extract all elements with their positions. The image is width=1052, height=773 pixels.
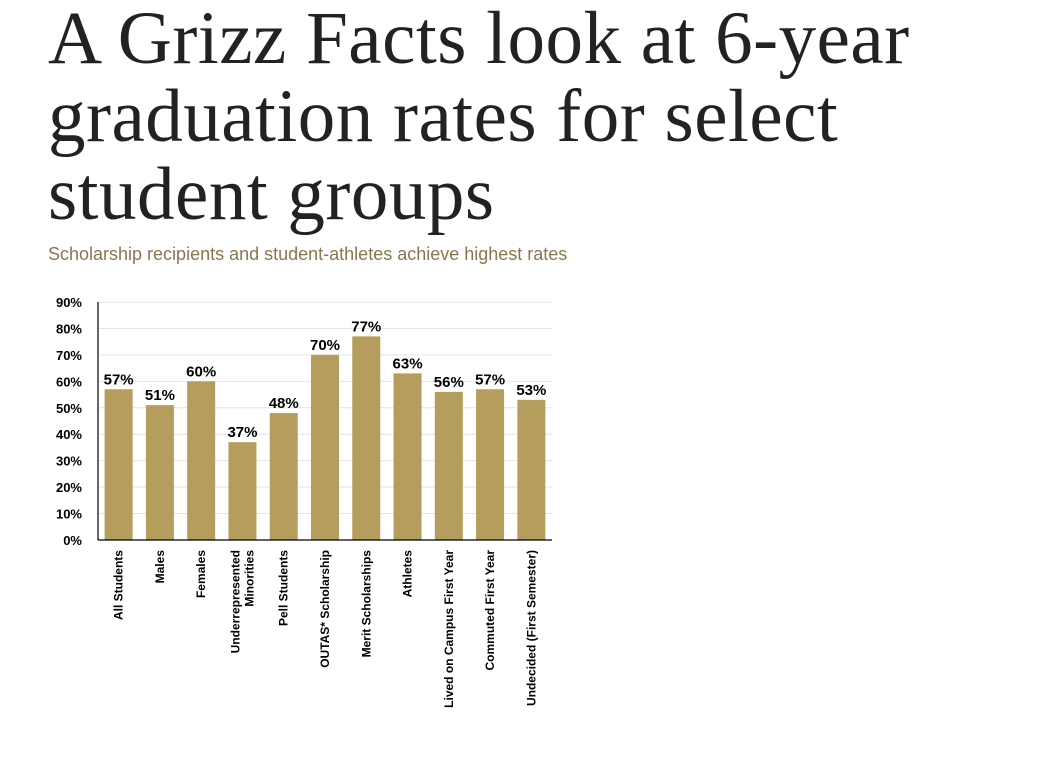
x-tick-label: Merit Scholarships bbox=[359, 550, 373, 658]
data-label: 57% bbox=[104, 371, 134, 388]
y-tick-label: 80% bbox=[56, 321, 82, 336]
bar bbox=[517, 399, 546, 540]
bar bbox=[393, 373, 422, 540]
bar bbox=[145, 405, 174, 540]
data-label: 48% bbox=[269, 395, 299, 412]
data-label: 51% bbox=[145, 387, 175, 404]
data-label: 37% bbox=[227, 424, 257, 441]
x-tick-label: Minorities bbox=[242, 550, 256, 607]
bar bbox=[352, 336, 381, 540]
x-tick-label: Undecided (First Semester) bbox=[524, 550, 538, 706]
y-tick-label: 60% bbox=[56, 374, 82, 389]
bar bbox=[311, 354, 339, 540]
data-label: 63% bbox=[393, 355, 423, 372]
x-tick-label: Athletes bbox=[401, 550, 415, 598]
bar bbox=[187, 381, 216, 540]
subtitle: Scholarship recipients and student-athle… bbox=[48, 244, 568, 264]
x-tick-label: All Students bbox=[112, 550, 126, 620]
x-tick-label: OUTAS* Scholarship bbox=[318, 550, 332, 668]
y-tick-label: 70% bbox=[56, 348, 82, 363]
data-label: 56% bbox=[434, 374, 464, 391]
data-label: 70% bbox=[310, 337, 340, 354]
bar bbox=[228, 442, 257, 540]
x-tick-label: Males bbox=[153, 550, 167, 584]
data-label: 57% bbox=[475, 371, 505, 388]
y-tick-label: 0% bbox=[63, 533, 82, 548]
bar bbox=[476, 389, 505, 540]
bar bbox=[434, 391, 463, 540]
x-tick-label: Pell Students bbox=[277, 550, 291, 626]
x-tick-label: Commuted First Year bbox=[483, 550, 497, 671]
x-tick-label: Lived on Campus First Year bbox=[442, 550, 456, 708]
bar bbox=[104, 389, 133, 540]
x-tick-label: Females bbox=[194, 550, 208, 598]
y-tick-label: 20% bbox=[56, 480, 82, 495]
data-label: 77% bbox=[351, 318, 381, 335]
bar bbox=[269, 413, 298, 540]
y-tick-label: 50% bbox=[56, 401, 82, 416]
headline: A Grizz Facts look at 6-year graduation … bbox=[48, 0, 910, 236]
y-tick-label: 40% bbox=[56, 427, 82, 442]
x-tick-label: Underrepresented bbox=[228, 550, 242, 653]
y-tick-label: 90% bbox=[56, 295, 82, 310]
y-tick-label: 10% bbox=[56, 507, 82, 522]
data-label: 60% bbox=[186, 363, 216, 380]
y-tick-label: 30% bbox=[56, 454, 82, 469]
data-label: 53% bbox=[516, 382, 546, 399]
